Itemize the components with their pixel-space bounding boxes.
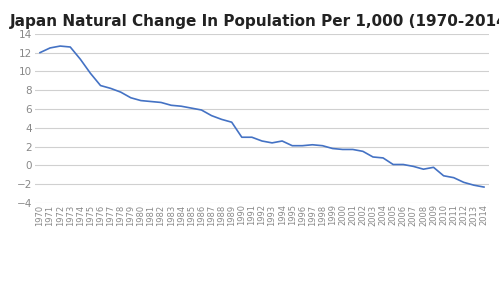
- Title: Japan Natural Change In Population Per 1,000 (1970-2014): Japan Natural Change In Population Per 1…: [9, 14, 499, 28]
